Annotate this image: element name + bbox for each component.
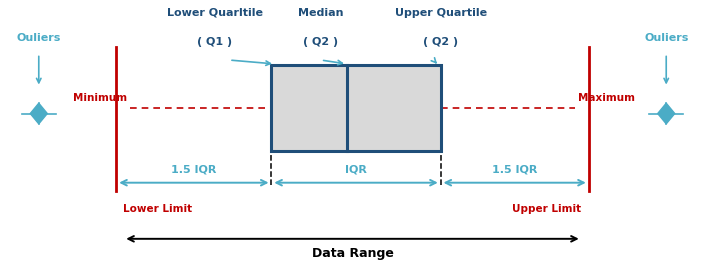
- Text: Data Range: Data Range: [312, 247, 393, 260]
- Text: Maximum: Maximum: [578, 93, 635, 103]
- Text: ( Q1 ): ( Q1 ): [197, 37, 233, 46]
- Text: 1.5 IQR: 1.5 IQR: [171, 165, 216, 175]
- Polygon shape: [30, 103, 47, 124]
- Text: Ouliers: Ouliers: [17, 33, 61, 43]
- Text: Lower Limit: Lower Limit: [123, 204, 192, 213]
- Text: Median: Median: [298, 8, 343, 18]
- Text: 1.5 IQR: 1.5 IQR: [492, 165, 537, 175]
- Text: IQR: IQR: [345, 165, 367, 175]
- Text: ( Q2 ): ( Q2 ): [423, 37, 458, 46]
- Bar: [271, 65, 441, 151]
- Text: ( Q2 ): ( Q2 ): [303, 37, 338, 46]
- Text: Lower Quarltile: Lower Quarltile: [167, 8, 263, 18]
- Text: Ouliers: Ouliers: [644, 33, 688, 43]
- Polygon shape: [658, 103, 675, 124]
- Text: Minimum: Minimum: [73, 93, 127, 103]
- Text: Upper Quartile: Upper Quartile: [395, 8, 486, 18]
- Text: Upper Limit: Upper Limit: [513, 204, 582, 213]
